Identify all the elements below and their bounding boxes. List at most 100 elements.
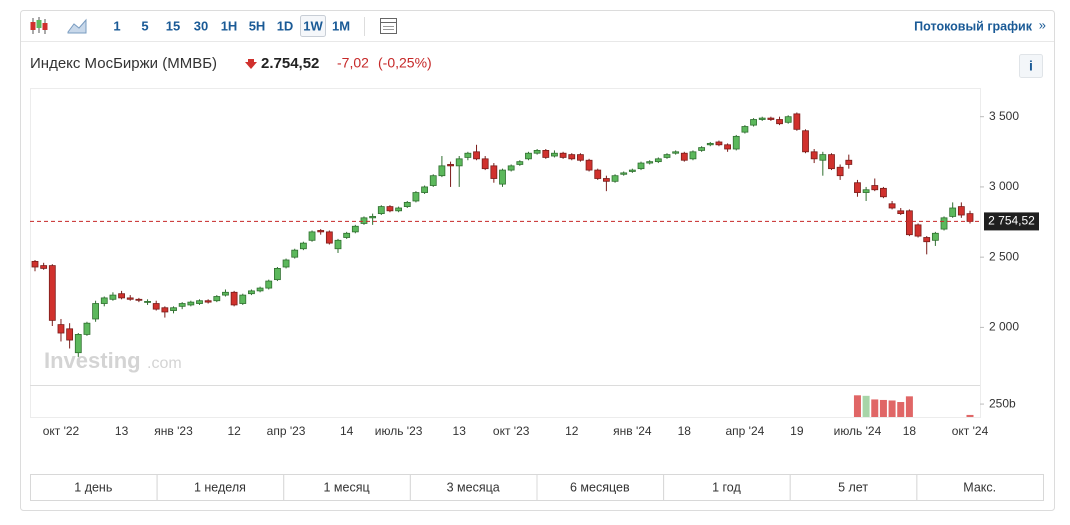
candle-body: [100, 297, 108, 304]
candle-body: [516, 161, 524, 165]
candle-body: [135, 298, 143, 301]
interval-button[interactable]: 1D: [277, 18, 294, 33]
range-button[interactable]: [283, 474, 411, 501]
volume-bar: [888, 400, 896, 417]
candle-body: [810, 151, 818, 160]
candle-body: [152, 303, 160, 310]
range-label[interactable]: Макс.: [963, 480, 996, 494]
volume-bar: [966, 414, 974, 417]
x-tick-label: 14: [340, 424, 354, 438]
range-label[interactable]: 1 год: [712, 480, 741, 494]
range-label[interactable]: 1 неделя: [194, 480, 246, 494]
candle-body: [429, 175, 437, 186]
interval-button[interactable]: 1: [113, 18, 120, 33]
interval-button[interactable]: 1W: [303, 18, 323, 33]
x-tick-label: окт '23: [493, 424, 530, 438]
candle-body: [126, 297, 134, 300]
candle-body: [343, 232, 351, 238]
area-icon[interactable]: [67, 18, 87, 34]
selected-interval-box[interactable]: [300, 15, 326, 37]
candle-body: [802, 130, 809, 153]
range-button[interactable]: [536, 474, 665, 501]
x-tick-label: янв '23: [154, 424, 193, 438]
candle-body: [204, 300, 212, 303]
interval-button[interactable]: 15: [166, 18, 180, 33]
candle-body: [646, 161, 654, 164]
candle-body: [481, 158, 489, 170]
x-tick-label: 12: [565, 424, 579, 438]
x-tick-label: окт '24: [952, 424, 989, 438]
candle-body: [473, 151, 480, 160]
x-tick-label: 18: [678, 424, 692, 438]
candle-body: [213, 296, 221, 302]
candle-body: [161, 307, 169, 313]
range-button[interactable]: [789, 474, 918, 501]
interval-button[interactable]: 1H: [221, 18, 238, 33]
candle-body: [230, 291, 238, 306]
x-tick-label: апр '23: [267, 424, 306, 438]
volume-bar: [897, 402, 905, 417]
candle-body: [118, 293, 125, 299]
interval-button[interactable]: 1M: [332, 18, 350, 33]
candle-body: [914, 224, 922, 237]
candle-body: [698, 147, 706, 151]
volume-bar: [862, 395, 870, 417]
candle-body: [299, 242, 307, 250]
info-icon[interactable]: i: [1029, 58, 1033, 74]
candle-body: [412, 192, 420, 202]
candle-body: [715, 141, 723, 146]
y-tick-label: 3 000: [989, 179, 1019, 193]
volume-bar: [853, 395, 861, 417]
candle-body: [369, 216, 377, 219]
x-tick-label: июль '23: [375, 424, 423, 438]
candle-body: [689, 151, 697, 160]
x-tick-label: 13: [115, 424, 129, 438]
candle-body: [845, 159, 853, 165]
x-tick-label: июль '24: [834, 424, 882, 438]
candle-body: [957, 206, 965, 216]
range-button[interactable]: [156, 474, 285, 501]
stream-link[interactable]: Потоковый график: [914, 19, 1033, 33]
candle-body: [732, 135, 740, 150]
candle-icon[interactable]: [30, 17, 48, 34]
candle-body: [533, 150, 541, 154]
range-button[interactable]: [916, 474, 1044, 501]
candle-body: [325, 231, 333, 244]
candle-body: [421, 186, 428, 193]
range-label[interactable]: 1 месяц: [323, 480, 369, 494]
candle-body: [905, 210, 913, 236]
candle-body: [663, 154, 671, 158]
range-label[interactable]: 6 месяцев: [570, 480, 630, 494]
candle-body: [637, 162, 645, 170]
candle-body: [403, 201, 411, 207]
candle-body: [222, 291, 229, 296]
volume-bar: [879, 399, 887, 417]
volume-tick-label: 250b: [989, 396, 1016, 410]
interval-button[interactable]: 5H: [249, 18, 266, 33]
candle-body: [196, 300, 203, 304]
candle-body: [568, 154, 576, 160]
candle-body: [265, 280, 273, 289]
range-label[interactable]: 3 месяца: [447, 480, 500, 494]
candle-body: [66, 328, 74, 341]
info-button[interactable]: [1019, 54, 1043, 78]
table-icon[interactable]: [380, 18, 397, 34]
candle-body: [940, 217, 948, 230]
interval-button[interactable]: 5: [141, 18, 148, 33]
range-label[interactable]: 5 лет: [838, 480, 868, 494]
candle-body: [577, 154, 584, 161]
range-button[interactable]: [409, 474, 538, 501]
stream-arrow[interactable]: »: [1039, 17, 1046, 32]
price: 2.754,52: [261, 55, 319, 72]
candle-body: [828, 154, 835, 170]
range-label[interactable]: 1 день: [74, 480, 112, 494]
candle-body: [395, 207, 403, 212]
candle-body: [871, 185, 879, 191]
candle-body: [464, 152, 472, 158]
interval-button[interactable]: 30: [194, 18, 208, 33]
change: -7,02: [337, 55, 369, 71]
watermark-suffix: .com: [147, 355, 182, 372]
candle-body: [776, 119, 783, 125]
